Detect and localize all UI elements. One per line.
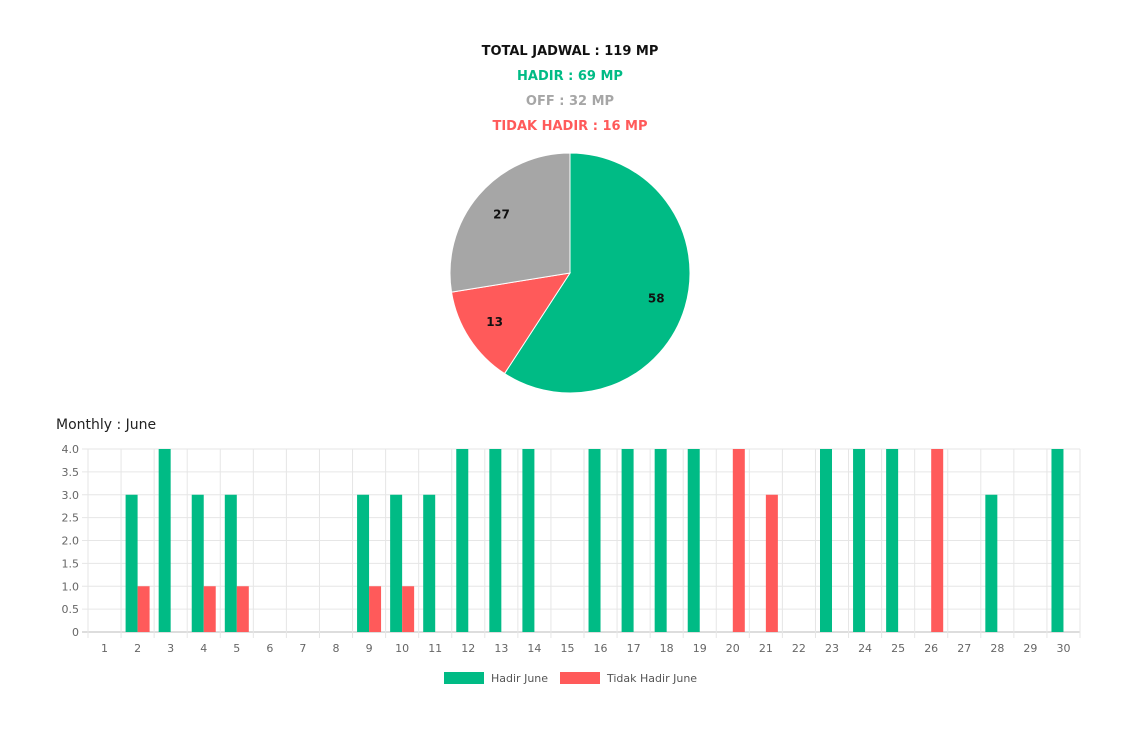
- x-tick-label: 5: [233, 642, 240, 655]
- legend-swatch[interactable]: [444, 672, 484, 684]
- summary-hadir: HADIR : 69 MP: [517, 69, 623, 84]
- x-tick-label: 9: [366, 642, 373, 655]
- x-tick-label: 7: [299, 642, 306, 655]
- bar-hadir[interactable]: [1051, 449, 1064, 632]
- bar-hadir[interactable]: [621, 449, 634, 632]
- x-tick-label: 1: [101, 642, 108, 655]
- x-tick-label: 13: [494, 642, 508, 655]
- pie-slice[interactable]: [449, 152, 571, 293]
- bar-hadir[interactable]: [158, 449, 171, 632]
- x-tick-label: 16: [594, 642, 608, 655]
- bar-hadir[interactable]: [489, 449, 502, 632]
- pie-slice[interactable]: [503, 152, 691, 394]
- bar-hadir[interactable]: [820, 449, 832, 632]
- x-tick-label: 20: [726, 642, 740, 655]
- bar-hadir[interactable]: [390, 494, 403, 632]
- x-tick-label: 10: [395, 642, 409, 655]
- x-tick-label: 22: [792, 642, 806, 655]
- x-tick-label: 19: [693, 642, 707, 655]
- bar-tidak-hadir[interactable]: [369, 586, 382, 632]
- bar-hadir[interactable]: [853, 449, 866, 632]
- x-tick-label: 30: [1056, 642, 1070, 655]
- y-tick-label: 1.0: [62, 580, 80, 593]
- x-tick-label: 21: [759, 642, 773, 655]
- bar-hadir[interactable]: [191, 494, 204, 632]
- bar-hadir[interactable]: [125, 494, 138, 632]
- x-tick-label: 15: [560, 642, 574, 655]
- x-tick-label: 4: [200, 642, 207, 655]
- bar-hadir[interactable]: [886, 449, 899, 632]
- bar-tidak-hadir[interactable]: [732, 449, 745, 632]
- x-tick-label: 27: [957, 642, 971, 655]
- y-tick-label: 0: [72, 626, 79, 639]
- y-tick-label: 3.0: [62, 489, 80, 502]
- bar-hadir[interactable]: [687, 449, 700, 632]
- x-tick-label: 12: [461, 642, 475, 655]
- y-tick-label: 1.5: [62, 557, 80, 570]
- x-tick-label: 11: [428, 642, 442, 655]
- pie-slice-label: 27: [493, 208, 510, 222]
- y-tick-label: 0.5: [62, 603, 80, 616]
- x-tick-label: 6: [266, 642, 273, 655]
- x-tick-label: 26: [924, 642, 938, 655]
- bar-hadir[interactable]: [985, 494, 998, 632]
- pie-chart: 58 13 27: [449, 152, 691, 394]
- legend-label[interactable]: Hadir June: [491, 672, 548, 685]
- bar-hadir[interactable]: [357, 494, 370, 632]
- legend-label[interactable]: Tidak Hadir June: [606, 672, 697, 685]
- summary-tidak-hadir: TIDAK HADIR : 16 MP: [492, 119, 648, 134]
- legend-swatch[interactable]: [560, 672, 600, 684]
- bar-hadir[interactable]: [224, 494, 237, 632]
- summary-total: TOTAL JADWAL : 119 MP: [481, 44, 659, 59]
- bar-hadir[interactable]: [588, 449, 601, 632]
- x-tick-label: 23: [825, 642, 839, 655]
- pie-slice[interactable]: [450, 272, 572, 375]
- bar-hadir[interactable]: [522, 449, 535, 632]
- pie-slice-label: 58: [648, 292, 665, 306]
- bar-tidak-hadir[interactable]: [402, 586, 415, 632]
- summary-off: OFF : 32 MP: [525, 94, 615, 109]
- x-tick-label: 29: [1023, 642, 1037, 655]
- pie-slice-label: 13: [486, 315, 503, 329]
- x-tick-label: 8: [333, 642, 340, 655]
- x-tick-label: 18: [660, 642, 674, 655]
- x-tick-label: 17: [627, 642, 641, 655]
- bar-hadir[interactable]: [456, 449, 469, 632]
- y-tick-label: 2.0: [62, 535, 80, 548]
- x-tick-label: 3: [167, 642, 174, 655]
- bar-tidak-hadir[interactable]: [203, 586, 216, 632]
- bar-tidak-hadir[interactable]: [137, 586, 150, 632]
- bar-tidak-hadir[interactable]: [765, 494, 778, 632]
- bar-tidak-hadir[interactable]: [931, 449, 944, 632]
- x-tick-label: 2: [134, 642, 141, 655]
- bar-tidak-hadir[interactable]: [236, 586, 249, 632]
- y-tick-label: 3.5: [62, 466, 80, 479]
- y-tick-label: 4.0: [62, 443, 80, 456]
- x-tick-label: 14: [527, 642, 541, 655]
- y-tick-label: 2.5: [62, 512, 80, 525]
- x-tick-label: 28: [990, 642, 1004, 655]
- x-tick-label: 25: [891, 642, 905, 655]
- bar-hadir[interactable]: [654, 449, 667, 632]
- bar-hadir[interactable]: [423, 494, 436, 632]
- monthly-title: Monthly : June: [56, 417, 157, 433]
- x-tick-label: 24: [858, 642, 872, 655]
